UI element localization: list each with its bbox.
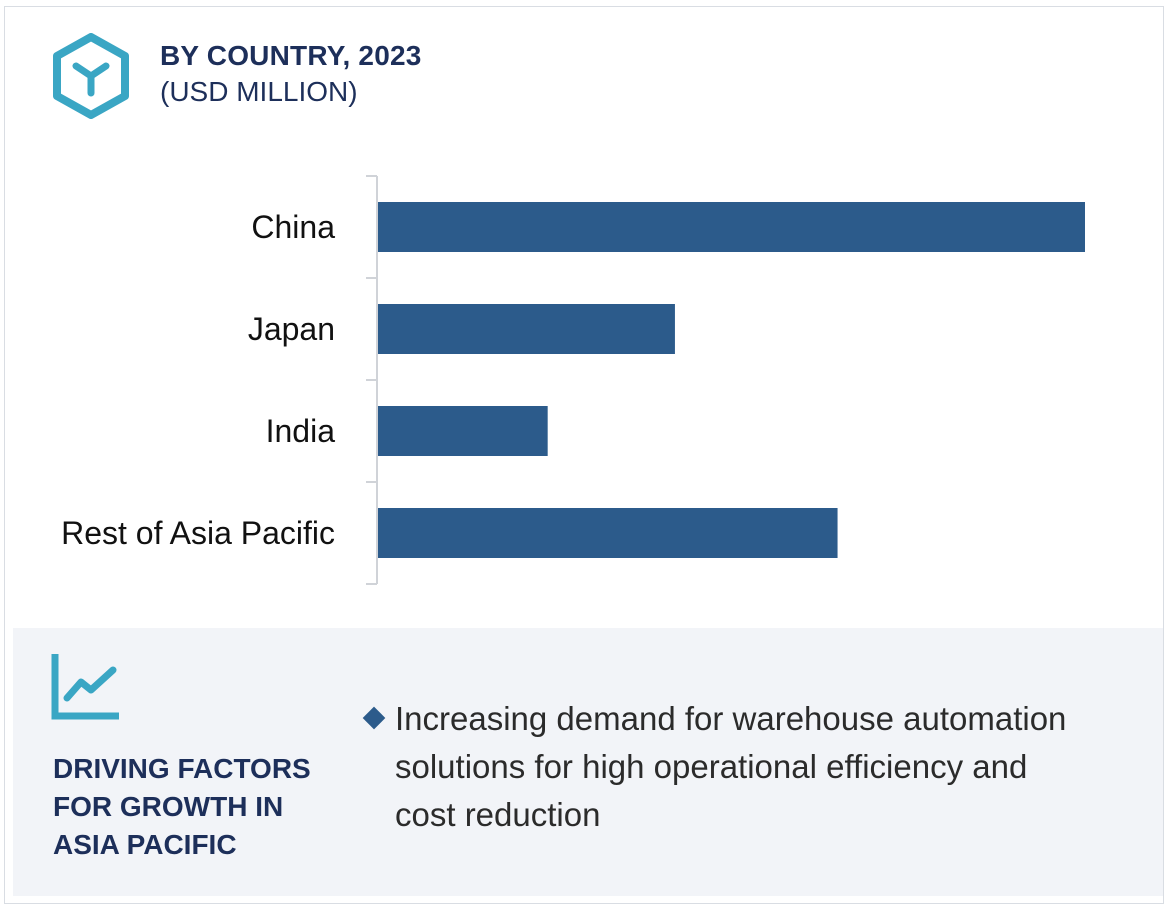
category-label: China (251, 209, 335, 245)
driving-factor-text: Increasing demand for warehouse automati… (395, 695, 1135, 839)
heading-line: ASIA PACIFIC (53, 829, 237, 860)
bar-india (378, 406, 548, 456)
chart-title: BY COUNTRY, 2023 (160, 40, 422, 71)
driving-factors-heading: DRIVING FACTORS FOR GROWTH IN ASIA PACIF… (53, 750, 333, 864)
cube-icon (53, 33, 129, 119)
bullet-line: solutions for high operational efficienc… (395, 748, 1028, 785)
trend-line-icon (51, 654, 119, 720)
driving-factors-panel (13, 628, 1163, 896)
bar-japan (378, 304, 675, 354)
bar-chart: China Japan India Rest of Asia Pacific (61, 175, 1085, 585)
bar-rest-of-asia-pacific (378, 508, 838, 558)
bullet-line: Increasing demand for warehouse automati… (395, 700, 1067, 737)
heading-line: FOR GROWTH IN (53, 791, 284, 822)
category-label: Rest of Asia Pacific (61, 515, 335, 551)
chart-subtitle: (USD MILLION) (160, 76, 358, 107)
category-label: India (266, 413, 336, 449)
bullet-line: cost reduction (395, 796, 601, 833)
category-label: Japan (248, 311, 335, 347)
bar-china (378, 202, 1085, 252)
heading-line: DRIVING FACTORS (53, 753, 311, 784)
